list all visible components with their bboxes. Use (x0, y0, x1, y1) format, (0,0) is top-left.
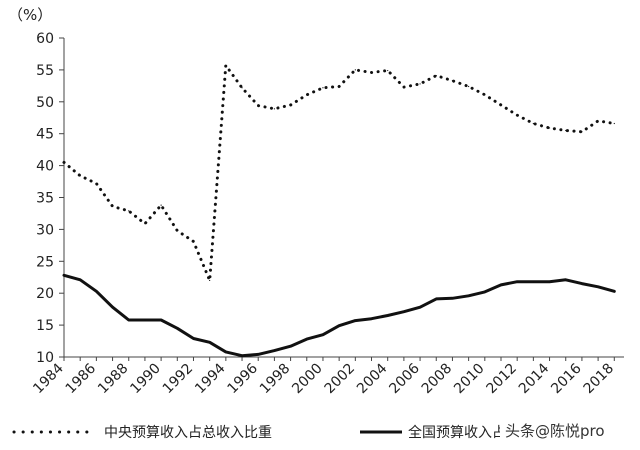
data-point-series-1 (111, 205, 114, 208)
data-point-series-2 (581, 283, 583, 285)
data-point-series-1 (241, 87, 243, 89)
data-point-series-2 (322, 334, 324, 336)
y-tick-label: 15 (36, 318, 54, 334)
data-point-series-1 (322, 87, 324, 89)
data-point-series-2 (338, 325, 340, 327)
data-point-series-1 (338, 85, 340, 88)
data-point-series-2 (306, 338, 308, 340)
y-axis-unit-label: （%） (8, 6, 52, 24)
y-tick-label: 55 (36, 63, 54, 79)
data-point-series-2 (451, 297, 454, 299)
series-layer (62, 63, 616, 358)
y-tick-label: 40 (36, 159, 54, 175)
data-point-series-1 (387, 69, 389, 72)
data-point-series-1 (144, 223, 146, 225)
y-tick-label: 35 (36, 191, 54, 207)
data-point-series-1 (160, 204, 162, 206)
data-point-series-2 (419, 306, 421, 308)
data-point-series-2 (387, 314, 389, 317)
data-point-series-2 (79, 279, 81, 281)
data-point-series-2 (468, 295, 470, 297)
legend-label-central: 中央预算收入占总收入比重 (104, 425, 272, 441)
data-point-series-1 (63, 161, 65, 164)
data-point-series-1 (370, 71, 373, 74)
y-tick-label: 60 (36, 31, 54, 47)
y-tick-label: 45 (36, 127, 54, 143)
data-point-series-1 (468, 85, 470, 88)
data-point-series-2 (548, 281, 551, 283)
watermark: 头条@陈悦pro (505, 422, 605, 440)
y-tick-label: 30 (36, 222, 54, 238)
data-point-series-1 (419, 83, 421, 85)
data-point-series-1 (176, 230, 178, 232)
data-point-series-1 (435, 75, 437, 77)
data-point-series-1 (209, 279, 211, 282)
data-point-series-1 (613, 122, 615, 125)
data-point-series-1 (306, 94, 308, 96)
legend: 中央预算收入占总收入比重 全国预算收入占GDP比重 头条@陈悦pro (12, 417, 632, 443)
data-point-series-1 (516, 114, 518, 116)
data-point-series-2 (435, 298, 437, 300)
data-point-series-2 (354, 320, 356, 322)
data-point-series-1 (354, 69, 356, 71)
data-point-series-1 (192, 240, 195, 243)
data-point-series-2 (370, 318, 373, 320)
data-point-series-2 (257, 353, 259, 356)
data-point-series-2 (128, 319, 130, 321)
data-point-series-1 (565, 129, 567, 132)
data-point-series-2 (289, 345, 292, 347)
data-point-series-1 (581, 131, 583, 133)
data-point-series-1 (500, 104, 502, 106)
y-tick-label: 50 (36, 95, 54, 111)
data-point-series-2 (597, 286, 599, 288)
data-point-series-1 (273, 108, 276, 110)
y-tick-label: 20 (36, 286, 54, 302)
data-point-series-1 (95, 182, 97, 185)
data-point-series-2 (192, 337, 195, 340)
data-point-series-2 (160, 319, 162, 321)
data-point-series-1 (532, 122, 534, 125)
data-point-series-2 (565, 279, 567, 281)
data-point-series-1 (597, 120, 599, 122)
data-point-series-2 (516, 281, 518, 283)
data-point-series-2 (403, 311, 405, 313)
data-point-series-1 (403, 86, 405, 88)
data-point-series-2 (241, 355, 243, 357)
data-point-series-1 (79, 175, 81, 177)
y-axis-ticks: 10 15 20 25 30 35 40 45 50 55 60 (36, 31, 64, 366)
data-point-series-1 (548, 127, 551, 129)
data-point-series-2 (209, 341, 211, 343)
data-point-series-2 (500, 284, 502, 286)
data-point-series-2 (63, 274, 65, 276)
data-point-series-1 (257, 105, 259, 107)
data-point-series-1 (289, 104, 292, 106)
data-point-series-1 (451, 80, 454, 82)
data-point-series-1 (225, 64, 227, 67)
data-point-series-2 (225, 351, 227, 353)
data-point-series-2 (111, 306, 114, 308)
y-tick-label: 25 (36, 254, 54, 270)
data-point-series-2 (273, 350, 276, 352)
data-point-series-2 (95, 290, 97, 292)
data-point-series-2 (144, 319, 146, 321)
data-point-series-1 (128, 210, 130, 212)
data-point-series-2 (484, 291, 486, 293)
watermark-backdrop (500, 417, 632, 443)
data-point-series-2 (176, 327, 178, 329)
data-point-series-1 (484, 94, 486, 96)
y-tick-label: 10 (36, 350, 54, 366)
data-point-series-2 (532, 281, 534, 283)
data-point-series-2 (613, 290, 615, 292)
